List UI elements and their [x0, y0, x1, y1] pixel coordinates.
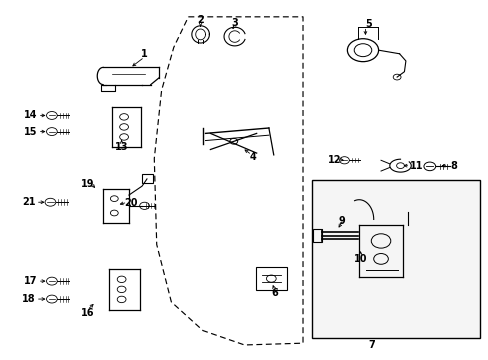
- Text: 18: 18: [22, 294, 36, 304]
- Text: 10: 10: [353, 254, 366, 264]
- Text: 6: 6: [271, 288, 278, 298]
- Text: 20: 20: [124, 198, 138, 208]
- Text: 9: 9: [338, 216, 345, 226]
- Text: 11: 11: [409, 161, 423, 171]
- Text: 12: 12: [327, 155, 341, 165]
- Text: 15: 15: [24, 127, 38, 136]
- Bar: [142, 174, 153, 183]
- Text: 13: 13: [115, 142, 128, 152]
- Text: 1: 1: [141, 49, 147, 59]
- Text: 17: 17: [24, 276, 38, 286]
- Text: 7: 7: [367, 340, 374, 350]
- Text: 19: 19: [81, 179, 94, 189]
- Bar: [311, 180, 479, 338]
- Text: 8: 8: [450, 161, 457, 171]
- Text: 4: 4: [249, 152, 256, 162]
- Text: 14: 14: [24, 111, 38, 121]
- Text: 3: 3: [231, 18, 238, 28]
- Text: 2: 2: [197, 15, 203, 26]
- Bar: [312, 229, 321, 242]
- Text: 21: 21: [22, 197, 36, 207]
- Text: 16: 16: [81, 308, 94, 318]
- Bar: [255, 267, 286, 290]
- Text: 5: 5: [365, 19, 371, 29]
